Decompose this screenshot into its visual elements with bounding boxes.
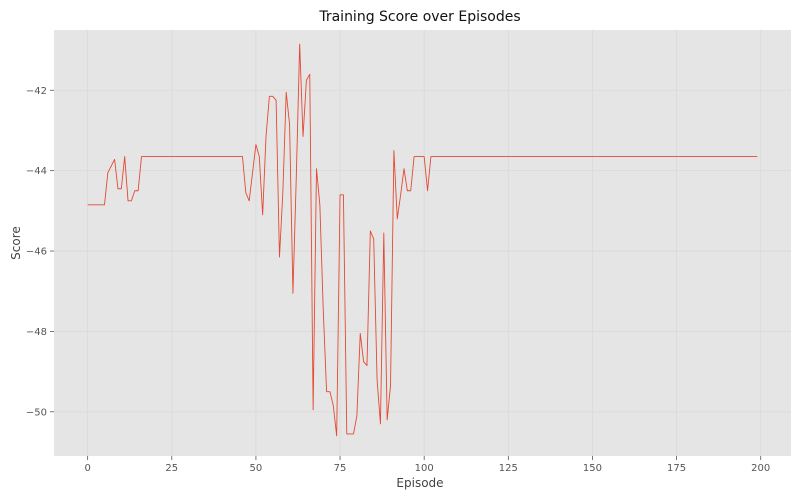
y-tick-label: −48 [26,327,47,338]
x-tick-label: 150 [583,463,602,474]
plot-area [54,30,791,456]
y-tick-label: −42 [26,86,47,97]
grid [54,30,791,456]
x-axis-title: Episode [396,476,443,490]
x-tick-label: 0 [84,463,90,474]
chart-title: Training Score over Episodes [318,9,520,25]
x-tick-label: 25 [165,463,178,474]
series-line-0 [87,43,758,437]
x-tick-label: 200 [751,463,770,474]
y-axis-title: Score [9,226,23,260]
x-tick-label: 75 [334,463,347,474]
y-tick-label: −44 [26,166,47,177]
x-tick-label: 100 [415,463,434,474]
tick-layer: 0 25 50 75 100 125 150 175 200 −50 −48 −46 −44 −42 [26,86,770,474]
series-layer [87,43,758,437]
x-tick-label: 175 [667,463,686,474]
x-tick-label: 50 [250,463,263,474]
x-tick-label: 125 [499,463,518,474]
y-tick-label: −46 [26,247,47,258]
y-tick-label: −50 [26,407,47,418]
